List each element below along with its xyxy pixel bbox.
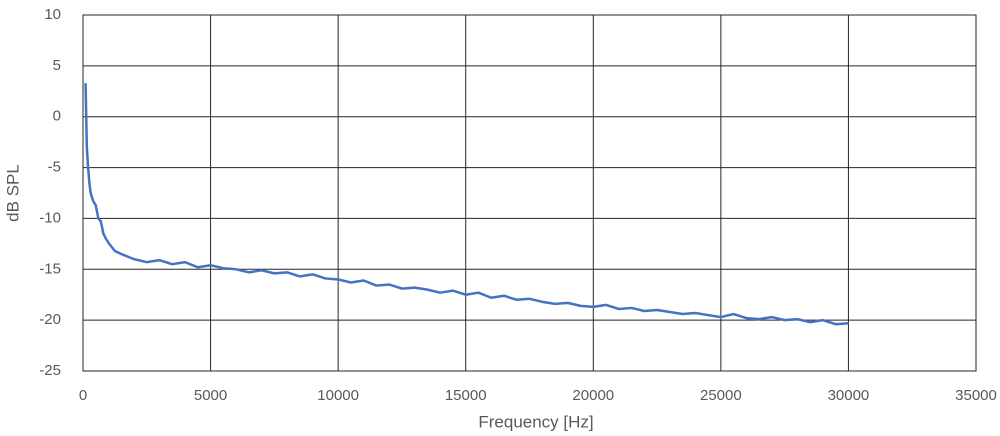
y-tick-label: -25 [39,362,61,379]
x-tick-label: 10000 [317,387,359,404]
y-tick-label: -5 [48,159,61,176]
y-tick-label: 0 [53,108,61,125]
y-tick-label: 5 [53,57,61,74]
x-tick-label: 30000 [828,387,870,404]
data-line [84,83,849,326]
y-tick-label: 10 [44,6,61,23]
plot-frame [82,14,977,372]
y-axis-label: dB SPL [3,164,22,222]
y-tick-label: -15 [39,260,61,277]
x-tick-label: 25000 [700,387,742,404]
y-tick-label: -10 [39,209,61,226]
x-tick-label: 35000 [955,387,997,404]
y-tick-label: -20 [39,311,61,328]
x-tick-label: 15000 [445,387,487,404]
x-tick-label: 5000 [194,387,227,404]
x-tick-label: 20000 [572,387,614,404]
x-tick-label: 0 [79,387,87,404]
x-axis-label: Frequency [Hz] [478,412,593,431]
